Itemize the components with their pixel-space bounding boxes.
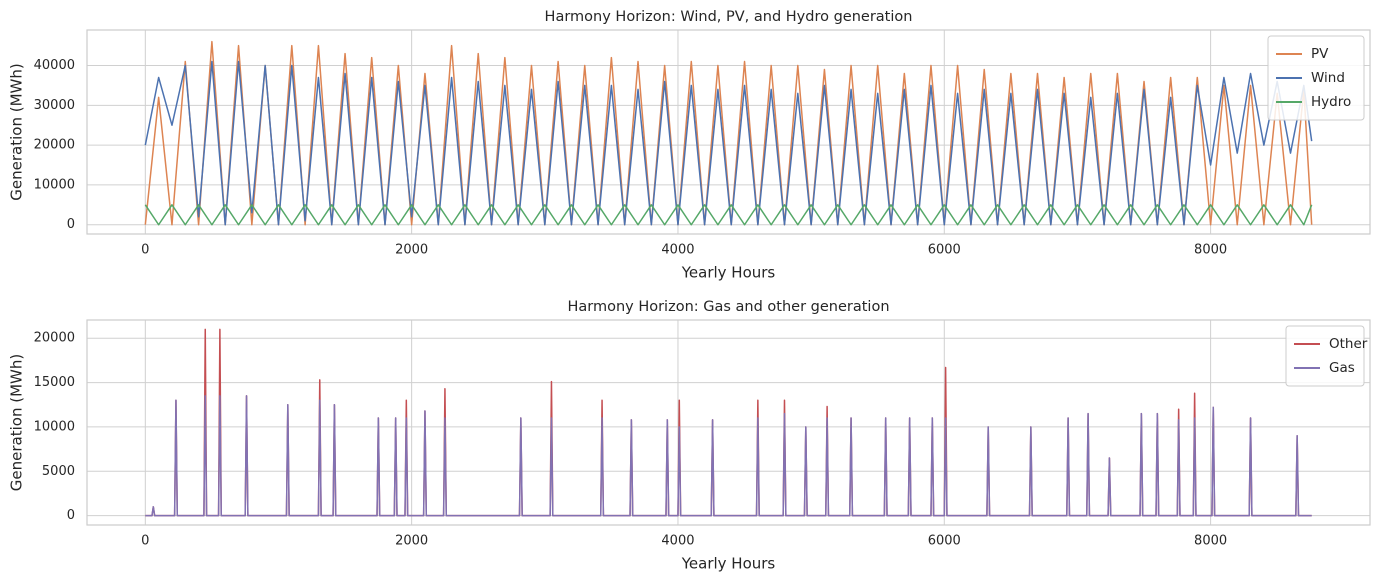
y-tick-label: 10000 bbox=[34, 419, 75, 434]
y-tick-label: 15000 bbox=[34, 375, 75, 390]
x-tick-label: 4000 bbox=[661, 534, 694, 549]
x-tick-label: 6000 bbox=[928, 534, 961, 549]
legend-label: Wind bbox=[1311, 70, 1345, 86]
y-tick-label: 0 bbox=[67, 508, 75, 523]
plot-frame bbox=[86, 319, 1371, 526]
legend-label: Hydro bbox=[1311, 94, 1351, 110]
legend-label: Other bbox=[1329, 336, 1368, 352]
y-axis-label: Generation (MWh) bbox=[8, 63, 26, 200]
x-axis-label: Yearly Hours bbox=[681, 264, 776, 282]
x-tick-label: 2000 bbox=[395, 534, 428, 549]
x-axis-label: Yearly Hours bbox=[681, 555, 776, 573]
legend-box bbox=[1285, 325, 1365, 387]
y-tick-label: 20000 bbox=[34, 331, 75, 346]
chart-title: Harmony Horizon: Wind, PV, and Hydro gen… bbox=[545, 9, 913, 25]
chart-title: Harmony Horizon: Gas and other generatio… bbox=[567, 299, 889, 315]
series-line bbox=[145, 395, 1312, 517]
y-tick-label: 0 bbox=[67, 217, 75, 232]
x-tick-label: 2000 bbox=[395, 243, 428, 258]
x-tick-label: 8000 bbox=[1194, 243, 1227, 258]
x-tick-label: 0 bbox=[141, 534, 149, 549]
legend-box bbox=[1267, 35, 1365, 121]
y-tick-label: 30000 bbox=[34, 98, 75, 113]
y-tick-label: 20000 bbox=[34, 138, 75, 153]
plot-frame bbox=[86, 29, 1371, 235]
y-axis-label: Generation (MWh) bbox=[8, 354, 26, 491]
x-tick-label: 6000 bbox=[928, 243, 961, 258]
x-tick-label: 4000 bbox=[661, 243, 694, 258]
x-tick-label: 8000 bbox=[1194, 534, 1227, 549]
series-line bbox=[144, 60, 1313, 226]
y-tick-label: 40000 bbox=[34, 58, 75, 73]
series-line bbox=[144, 204, 1313, 226]
y-tick-label: 5000 bbox=[42, 464, 75, 479]
legend-label: PV bbox=[1311, 46, 1329, 62]
legend-label: Gas bbox=[1329, 360, 1355, 376]
y-tick-label: 10000 bbox=[34, 177, 75, 192]
x-tick-label: 0 bbox=[141, 243, 149, 258]
